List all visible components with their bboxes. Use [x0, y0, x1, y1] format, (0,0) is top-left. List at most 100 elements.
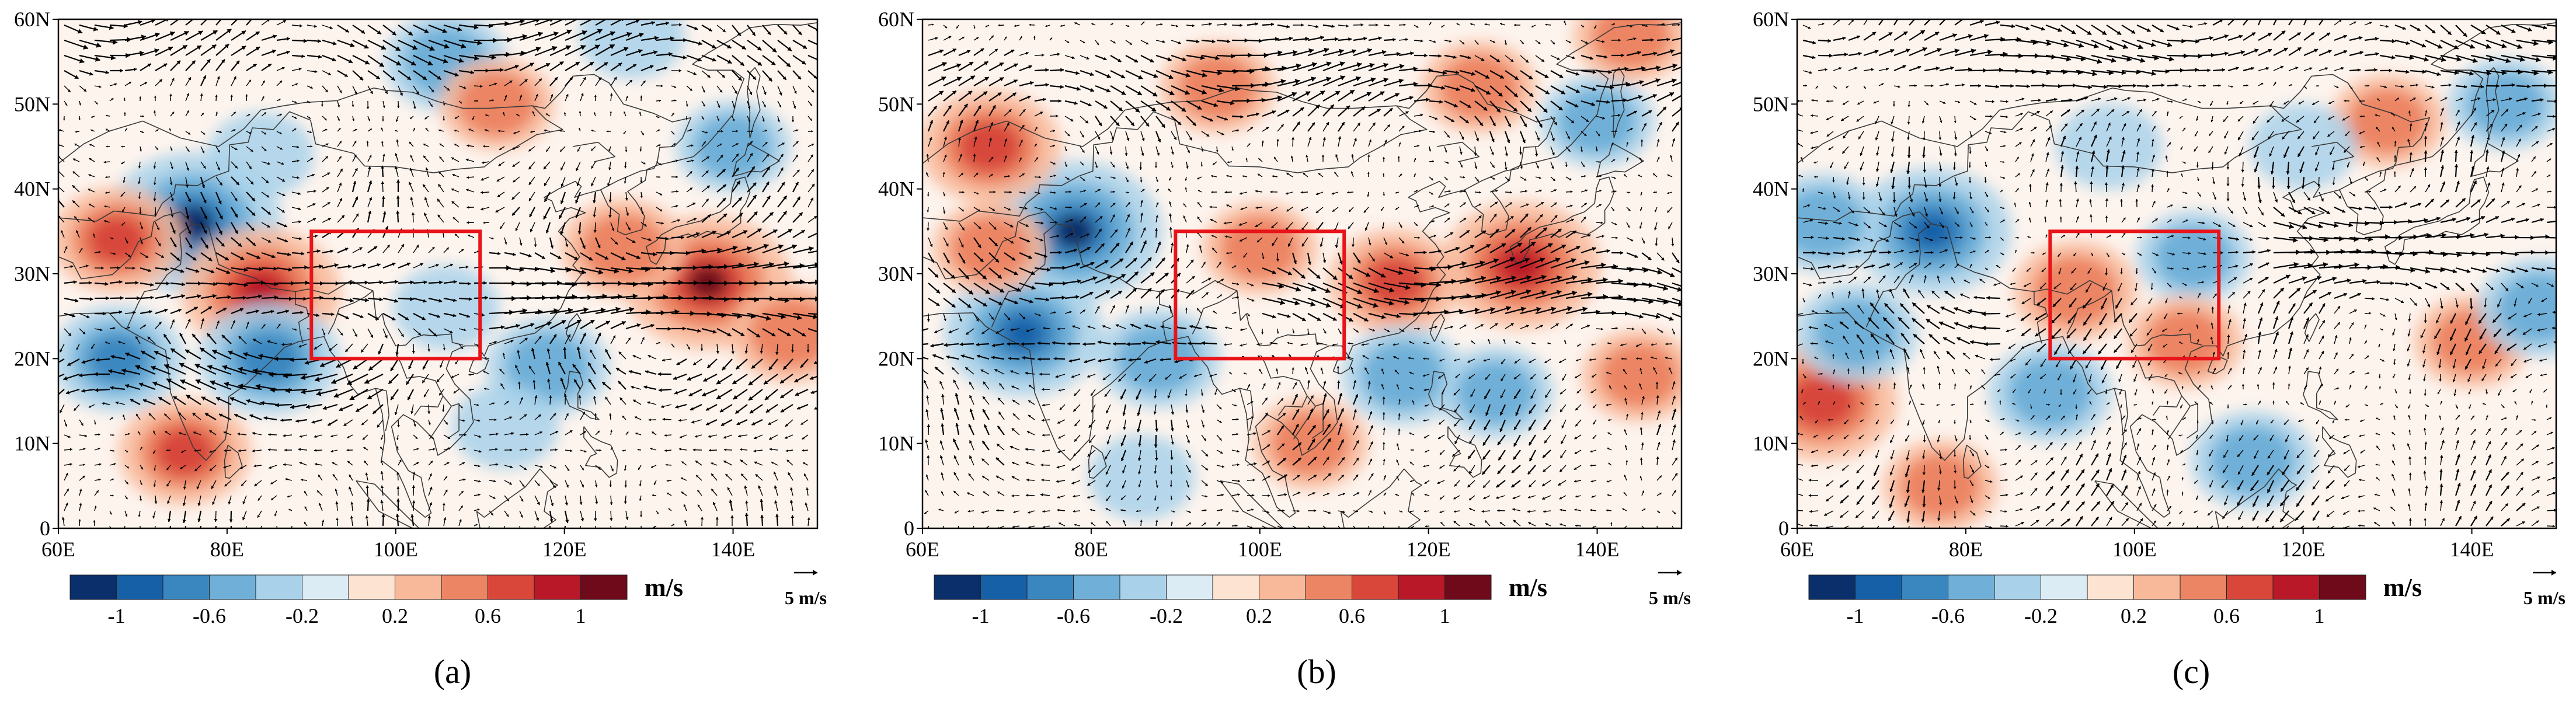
wind-arrow-head [235, 148, 238, 150]
wind-arrow-head [413, 424, 416, 427]
wind-arrow-head [692, 448, 695, 452]
wind-arrow-head [722, 366, 726, 371]
wind-arrow-shaft [185, 19, 194, 26]
wind-arrow-head [467, 314, 470, 318]
wind-arrow-head [576, 320, 582, 325]
wind-arrow-shaft [260, 525, 262, 528]
wind-arrow-head [805, 502, 808, 506]
wind-arrow-head [1570, 190, 1573, 193]
wind-arrow-head [329, 26, 333, 30]
wind-arrow-head [1463, 202, 1466, 205]
wind-arrow-head [786, 459, 790, 463]
wind-arrow-head [373, 410, 377, 414]
wind-arrow-head [595, 485, 598, 487]
wind-arrow-head [347, 264, 351, 269]
wind-arrow-head [1311, 122, 1315, 126]
wind-arrow-head [774, 500, 778, 504]
wind-arrow-head [436, 379, 440, 382]
wind-arrow-head [1461, 137, 1464, 140]
wind-arrow-shaft [58, 199, 65, 208]
wind-arrow-head [361, 349, 364, 353]
wind-arrow-head [706, 156, 709, 159]
wind-arrow-head [575, 200, 579, 204]
wind-arrow-head [697, 329, 701, 333]
wind-arrow-shaft [701, 297, 729, 301]
wind-arrow-head [705, 170, 709, 173]
wind-arrow-head [779, 104, 781, 107]
wind-arrow-head [121, 224, 124, 226]
wind-arrow-head [1004, 138, 1008, 142]
wind-arrow-head [1535, 154, 1538, 157]
wind-arrow-head [550, 503, 554, 506]
wind-arrow-head [961, 173, 963, 176]
wind-arrow-head [757, 228, 762, 233]
wind-arrow-head [1022, 109, 1026, 112]
x-tick-label: 140E [711, 538, 756, 561]
wind-arrow-head [424, 29, 429, 33]
wind-arrow-head [712, 231, 716, 235]
wind-arrow-head [604, 256, 609, 260]
coastline [1277, 395, 1308, 416]
wind-arrow-head [300, 311, 304, 315]
wind-arrow-head [550, 268, 555, 273]
wind-arrow-head [1433, 130, 1435, 133]
wind-arrow-head [1067, 177, 1070, 180]
wind-arrow-head [274, 356, 279, 361]
wind-arrow-head [60, 410, 62, 413]
wind-arrow-head [758, 485, 761, 489]
wind-arrow-head [221, 59, 225, 64]
wind-arrow-head [413, 128, 415, 130]
wind-arrow-head [1460, 152, 1463, 155]
wind-arrow-head [1126, 166, 1129, 169]
wind-arrow-head [1567, 136, 1570, 140]
wind-arrow-head [75, 130, 77, 133]
wind-arrow-head [499, 148, 502, 150]
wind-arrow-head [750, 141, 753, 144]
wind-arrow-head [1071, 56, 1075, 60]
wind-arrow-head [552, 46, 557, 51]
wind-arrow-head [396, 210, 400, 214]
wind-arrow-head [525, 448, 528, 451]
wind-arrow-head [166, 378, 172, 384]
wind-arrow-head [765, 315, 771, 321]
wind-arrow-head [740, 61, 744, 66]
wind-arrow-head [749, 396, 753, 400]
wind-arrow-head [1618, 39, 1621, 42]
wind-arrow-head [1432, 205, 1434, 208]
wind-arrow-head [1157, 152, 1160, 156]
wind-arrow-head [299, 435, 302, 438]
wind-arrow-head [139, 382, 144, 387]
wind-arrow-head [624, 532, 626, 534]
wind-arrow-head [1689, 138, 1691, 141]
wind-arrow-head [598, 77, 601, 81]
wind-arrow-head [1006, 123, 1009, 126]
wind-arrow-head [203, 75, 206, 79]
wind-arrow-head [213, 30, 218, 35]
wind-arrow-head [462, 462, 465, 465]
wind-arrow-head [136, 414, 138, 417]
wind-arrow-head [452, 217, 456, 220]
wind-arrow-head [238, 367, 243, 372]
wind-arrow-head [295, 83, 298, 86]
wind-arrow-head [1383, 173, 1385, 175]
wind-arrow-head [125, 352, 130, 357]
wind-arrow-head [187, 231, 192, 235]
wind-arrow-head [491, 513, 493, 515]
wind-arrow-head [459, 519, 462, 522]
wind-arrow-head [447, 462, 450, 465]
wind-arrow-head [72, 158, 76, 161]
wind-arrow-head [625, 150, 628, 152]
wind-arrow-head [1608, 69, 1612, 74]
wind-arrow-head [423, 366, 426, 370]
wind-arrow-head [172, 111, 175, 114]
wind-arrow-head [830, 263, 835, 268]
wind-arrow-head [754, 461, 757, 465]
anomaly-blob-mid [1457, 360, 1536, 425]
wind-arrow-head [1695, 104, 1699, 109]
wind-arrow-head [98, 447, 100, 450]
wind-arrow-shaft [58, 389, 65, 396]
wind-arrow-head [196, 379, 201, 385]
wind-arrow-head [724, 448, 727, 451]
wind-arrow-head [151, 365, 156, 371]
wind-arrow-head [1467, 104, 1471, 108]
